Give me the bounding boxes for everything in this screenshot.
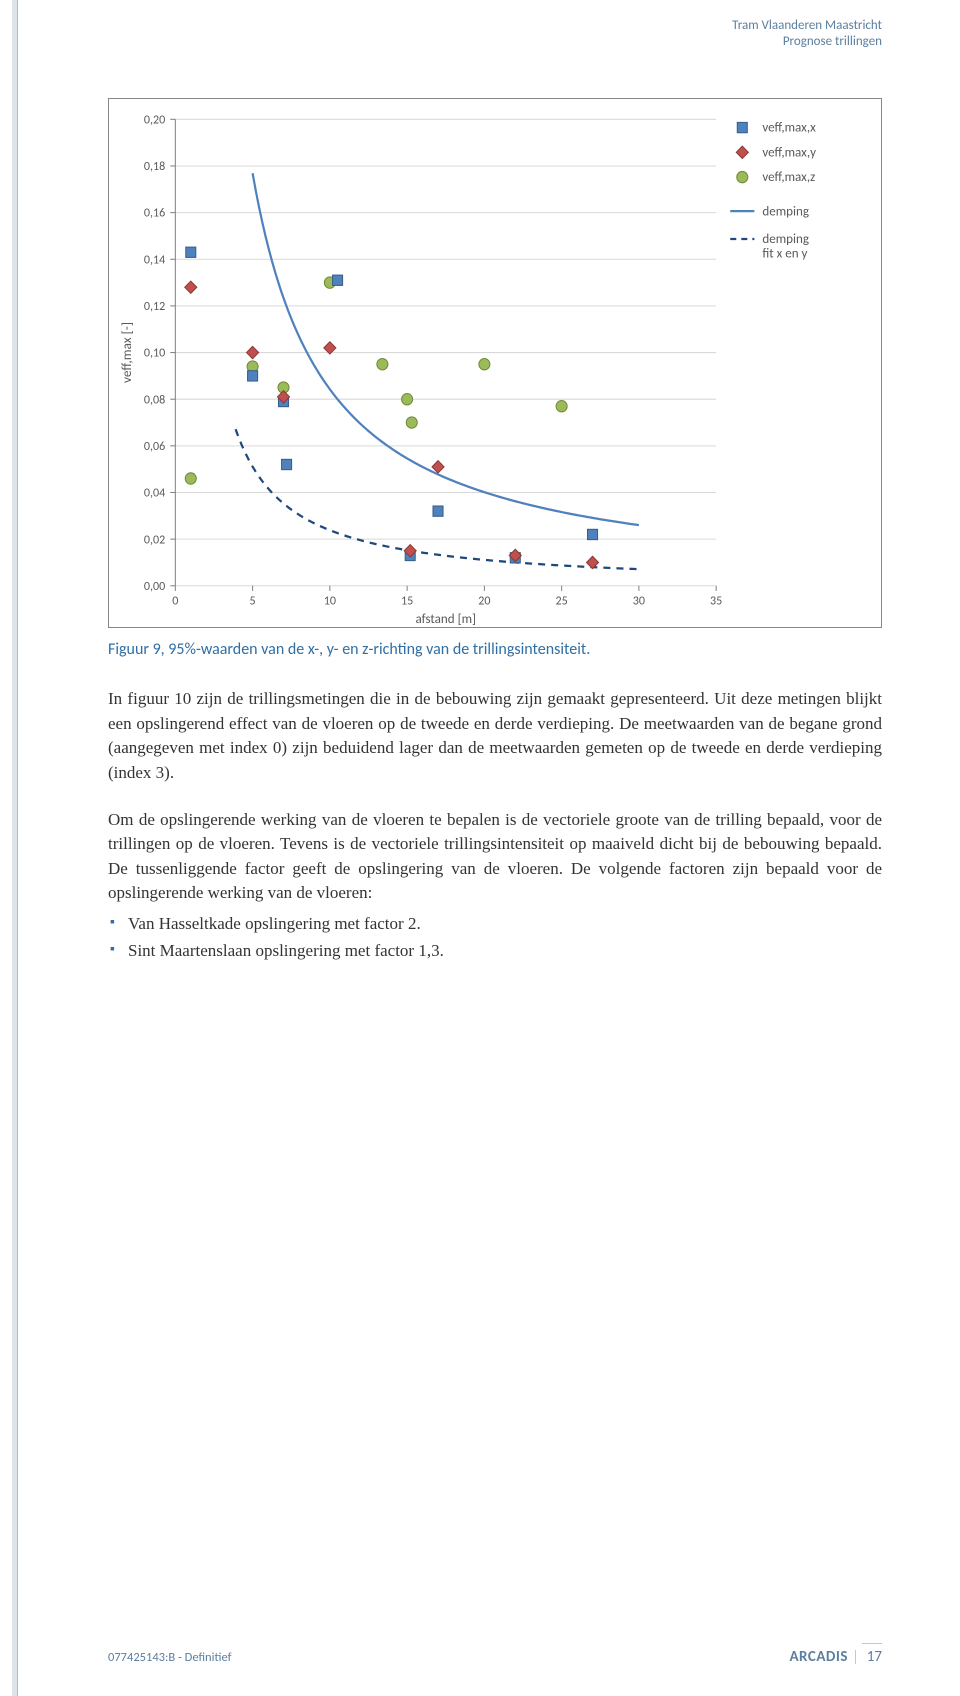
svg-text:0,08: 0,08 <box>144 392 165 407</box>
svg-text:veff,max,y: veff,max,y <box>762 143 816 160</box>
svg-text:35: 35 <box>710 593 722 608</box>
footer-brand: ARCADIS <box>789 1648 848 1666</box>
bullet-list: Van Hasseltkade opslingering met factor … <box>108 912 882 963</box>
svg-text:veff,max [-]: veff,max [-] <box>118 322 135 383</box>
page-footer: 077425143:B - Definitief ARCADIS 17 <box>108 1648 882 1666</box>
footer-page: 17 <box>867 1648 882 1666</box>
svg-text:veff,max,x: veff,max,x <box>762 119 816 136</box>
figure-caption: Figuur 9, 95%-waarden van de x-, y- en z… <box>108 640 882 659</box>
chart-container: 0,00 0,02 0,04 0,06 0,08 0,10 0,12 0,14 0,16 0,18… <box>108 98 882 628</box>
svg-text:0,02: 0,02 <box>144 532 165 547</box>
svg-text:5: 5 <box>250 593 256 608</box>
svg-text:30: 30 <box>633 593 645 608</box>
paragraph-1: In figuur 10 zijn de trillingsmetingen d… <box>108 687 882 786</box>
svg-text:0,18: 0,18 <box>144 159 165 174</box>
bullet-2: Sint Maartenslaan opslingering met facto… <box>110 939 882 964</box>
bullet-1: Van Hasseltkade opslingering met factor … <box>110 912 882 937</box>
svg-text:0,16: 0,16 <box>144 206 165 221</box>
svg-text:0,06: 0,06 <box>144 439 165 454</box>
svg-text:0,20: 0,20 <box>144 112 165 127</box>
svg-text:10: 10 <box>324 593 336 608</box>
svg-text:veff,max,z: veff,max,z <box>762 168 815 185</box>
svg-text:15: 15 <box>401 593 413 608</box>
svg-text:20: 20 <box>478 593 490 608</box>
body-text: In figuur 10 zijn de trillingsmetingen d… <box>108 687 882 963</box>
page-header: Tram Vlaanderen Maastricht Prognose tril… <box>732 18 882 51</box>
paragraph-2: Om de opslingerende werking van de vloer… <box>108 808 882 907</box>
svg-text:0: 0 <box>172 593 178 608</box>
svg-text:0,14: 0,14 <box>144 252 165 267</box>
header-line1: Tram Vlaanderen Maastricht <box>732 18 882 34</box>
svg-text:0,04: 0,04 <box>144 485 165 500</box>
svg-text:0,00: 0,00 <box>144 579 165 594</box>
svg-text:0,12: 0,12 <box>144 299 165 314</box>
scatter-chart: 0,00 0,02 0,04 0,06 0,08 0,10 0,12 0,14 0,16 0,18… <box>113 109 877 625</box>
svg-text:0,10: 0,10 <box>144 346 165 361</box>
header-line2: Prognose trillingen <box>732 34 882 50</box>
svg-text:demping: demping <box>762 202 809 219</box>
svg-text:fit x en y: fit x en y <box>762 244 807 261</box>
svg-text:25: 25 <box>556 593 568 608</box>
footer-left: 077425143:B - Definitief <box>108 1650 231 1665</box>
svg-text:afstand [m]: afstand [m] <box>415 610 476 625</box>
